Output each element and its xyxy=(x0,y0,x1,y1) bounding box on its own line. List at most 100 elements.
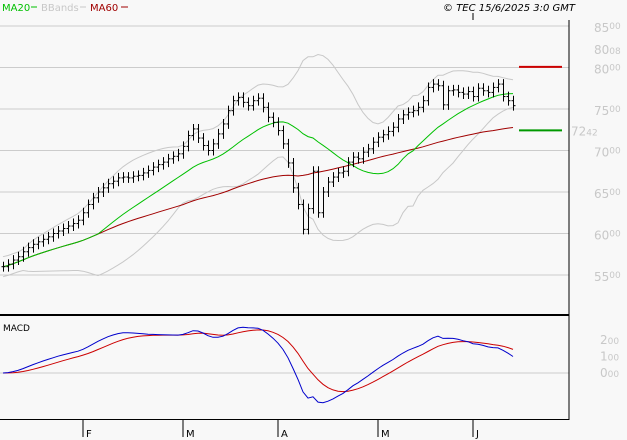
price-bar xyxy=(6,259,11,272)
month-label: M xyxy=(186,429,195,440)
price-bars xyxy=(1,79,516,272)
price-bar xyxy=(181,141,186,159)
price-markers: 8008 7242 xyxy=(519,43,621,138)
price-bar xyxy=(131,171,136,183)
price-bar xyxy=(211,138,216,156)
price-bar xyxy=(61,223,66,236)
price-bar xyxy=(261,93,266,113)
price-bar xyxy=(391,122,396,137)
legend-ma20: MA20 xyxy=(2,3,30,14)
price-bar xyxy=(11,255,16,270)
price-bar xyxy=(246,97,251,111)
price-bar xyxy=(216,128,221,149)
price-bar xyxy=(471,86,476,102)
price-bar xyxy=(376,132,381,148)
price-bar xyxy=(166,153,171,168)
price-bar xyxy=(281,125,286,149)
price-bar xyxy=(316,166,321,218)
macd-line xyxy=(2,326,514,404)
price-bar xyxy=(26,242,31,257)
price-bar xyxy=(176,148,181,162)
price-bar xyxy=(361,147,366,164)
moving-averages xyxy=(2,93,514,268)
price-bar xyxy=(301,199,306,235)
bband-lower xyxy=(2,106,514,278)
price-bar xyxy=(296,182,301,210)
price-bar xyxy=(491,82,496,98)
price-bar xyxy=(401,109,406,124)
price-bar xyxy=(186,130,191,152)
price-bar xyxy=(196,123,201,144)
macd-y-tick-label: 200 xyxy=(600,333,619,347)
price-bar xyxy=(501,79,506,102)
price-bar xyxy=(291,157,296,193)
price-bar xyxy=(461,87,466,100)
price-bar xyxy=(406,107,411,120)
price-bar xyxy=(481,83,486,96)
price-bar xyxy=(411,105,416,118)
price-bar xyxy=(141,167,146,181)
price-bar xyxy=(56,226,61,239)
y-tick-label: 8500 xyxy=(594,21,621,35)
price-bar xyxy=(371,137,376,154)
price-bar xyxy=(161,157,166,170)
price-bar xyxy=(416,102,421,116)
price-bar xyxy=(41,234,46,247)
price-bar xyxy=(366,143,371,158)
price-bar xyxy=(346,157,351,177)
price-bar xyxy=(36,236,41,250)
bband-upper xyxy=(2,53,514,258)
y-tick-label: 8000 xyxy=(594,63,621,77)
month-label: J xyxy=(475,429,479,440)
price-bar xyxy=(271,112,276,128)
ma20-line xyxy=(2,93,514,268)
price-bar xyxy=(221,118,226,139)
month-label: A xyxy=(281,429,288,440)
price-bar xyxy=(381,129,386,143)
price-bar xyxy=(326,177,331,197)
price-bar xyxy=(71,218,76,232)
price-bar xyxy=(51,228,56,242)
price-bar xyxy=(116,172,121,187)
price-bar xyxy=(66,221,71,234)
price-bar xyxy=(256,93,261,106)
price-bar xyxy=(341,166,346,178)
price-bar xyxy=(336,167,341,183)
price-bar xyxy=(136,170,141,182)
price-bar xyxy=(241,92,246,108)
price-bar xyxy=(201,133,206,151)
price-bar xyxy=(16,251,21,266)
y-tick-label: 5500 xyxy=(594,270,621,284)
price-bar xyxy=(171,151,176,164)
price-bar xyxy=(251,95,256,111)
price-marker-label: 7242 xyxy=(571,124,598,138)
price-bar xyxy=(431,79,436,93)
macd-panel xyxy=(2,326,514,404)
bollinger-bands xyxy=(2,53,514,278)
price-bar xyxy=(311,166,316,214)
macd-y-tick-label: 100 xyxy=(600,350,619,364)
price-bar xyxy=(231,95,236,116)
price-bar xyxy=(496,79,501,93)
y-tick-label: 6000 xyxy=(594,229,621,243)
copyright: © TEC 15/6/2025 3:0 GMT xyxy=(443,3,576,14)
price-bar xyxy=(441,80,446,110)
price-bar xyxy=(426,82,431,106)
price-bar xyxy=(306,203,311,235)
price-bar xyxy=(151,162,156,176)
price-bar xyxy=(466,86,471,100)
price-bar xyxy=(511,95,516,111)
price-bar xyxy=(206,140,211,156)
price-bar xyxy=(436,79,441,91)
price-bar xyxy=(486,85,491,98)
y-tick-label: 7500 xyxy=(594,104,621,118)
price-bar xyxy=(86,199,91,218)
price-bar xyxy=(456,84,461,98)
price-bar xyxy=(331,172,336,188)
price-bar xyxy=(91,192,96,210)
price-bar xyxy=(21,246,26,262)
price-bar xyxy=(386,126,391,140)
month-label: F xyxy=(86,429,92,440)
